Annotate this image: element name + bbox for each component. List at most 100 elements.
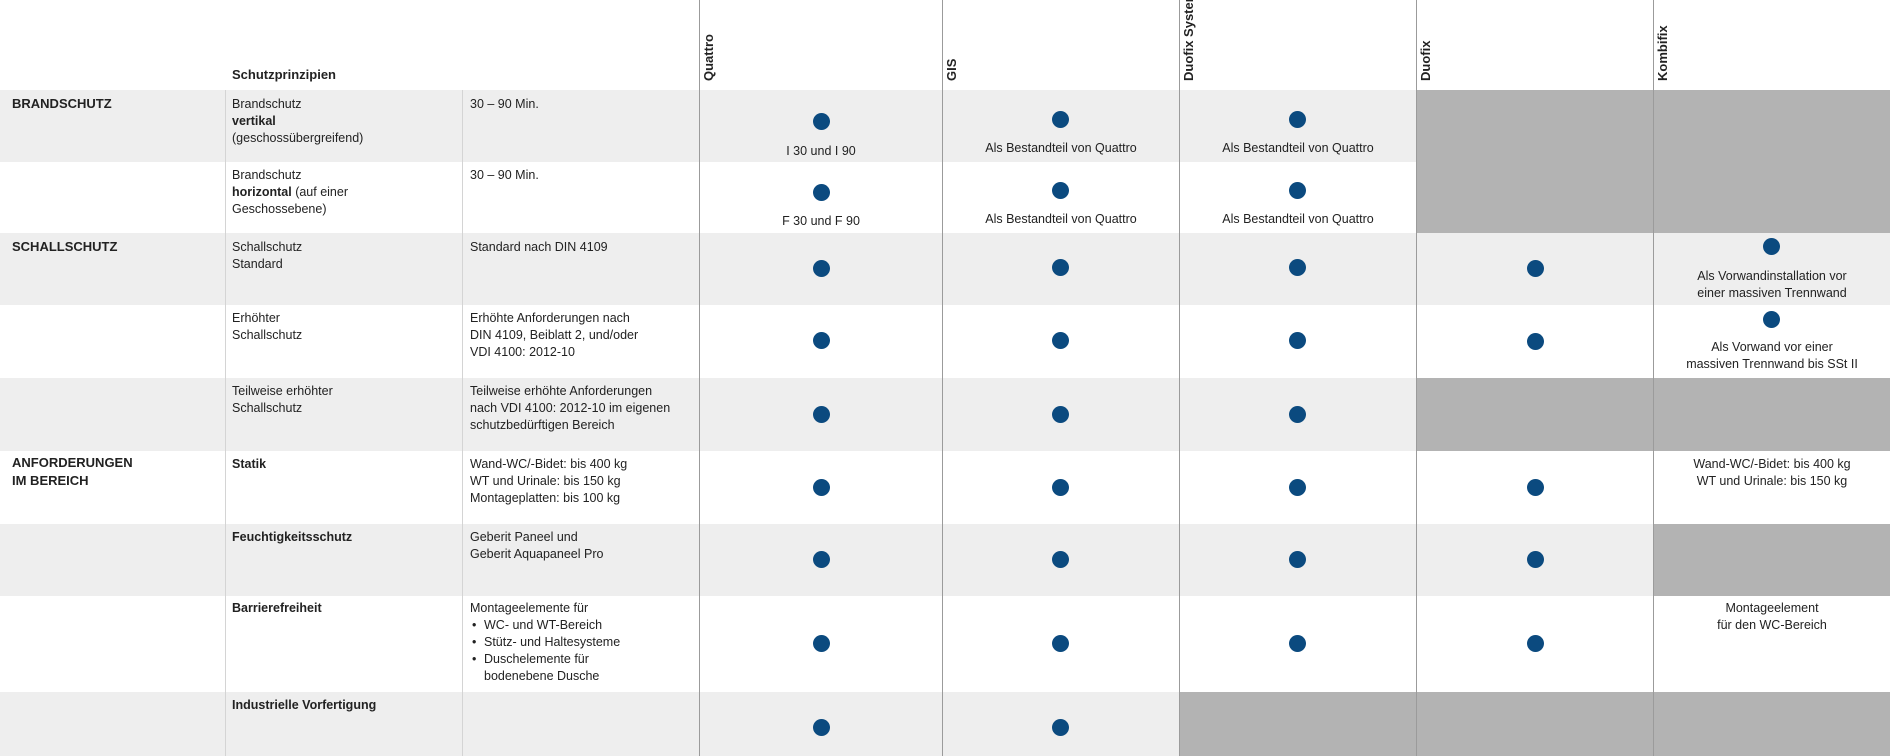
note-kombifix-r6: Wand-WC/-Bidet: bis 400 kg WT und Urinal…: [1654, 456, 1890, 490]
principle-text: Schallschutz: [232, 240, 303, 254]
na-kombifix-vorfertigung: [1654, 692, 1890, 756]
na-kombifix-brand: [1654, 90, 1890, 233]
row-band-3: [0, 233, 1890, 305]
column-header-gis: GIS: [944, 58, 959, 81]
na-kombifix-feuchtigkeit: [1654, 524, 1890, 596]
dot-quattro-r3: [813, 260, 830, 277]
principle-schall-standard: Schallschutz Standard: [232, 239, 452, 273]
section-schallschutz: SCHALLSCHUTZ: [12, 239, 118, 254]
section-anforderungen: ANFORDERUNGEN IM BEREICH: [12, 454, 133, 490]
dot-gis-r3: [1052, 259, 1069, 276]
principle-text: Brandschutz: [232, 168, 302, 182]
principle-bold: vertikal: [232, 114, 276, 128]
divider-kombifix: [1653, 0, 1654, 756]
dot-gis-r1: [1052, 111, 1069, 128]
desc-schall-teilweise: Teilweise erhöhte Anforderungen nach VDI…: [470, 383, 700, 434]
dot-quattro-r7: [813, 551, 830, 568]
note-line: Wand-WC/-Bidet: bis 400 kg: [1693, 457, 1851, 471]
column-header-duofix-system-clip: Duofix System: [1180, 0, 1210, 82]
dot-quattro-r9: [813, 719, 830, 736]
divider-duofix: [1416, 0, 1417, 756]
dot-duofixsys-r6: [1289, 479, 1306, 496]
principle-text: Schallschutz: [232, 401, 303, 415]
desc-line: WT und Urinale: bis 150 kg: [470, 474, 621, 488]
desc-line: VDI 4100: 2012-10: [470, 345, 575, 359]
dot-quattro-r2: [813, 184, 830, 201]
bullet-item: WC- und WT-Bereich: [472, 617, 700, 634]
principle-text: (geschossübergreifend): [232, 131, 364, 145]
desc-line: Montageelemente für: [470, 601, 589, 615]
principle-brand-vertikal: Brandschutz vertikal (geschossübergreife…: [232, 96, 452, 147]
column-header-duofix: Duofix: [1418, 40, 1433, 81]
note-line: einer massiven Trennwand: [1697, 286, 1847, 300]
note-kombifix-r4: Als Vorwand vor einer massiven Trennwand…: [1654, 339, 1890, 373]
note-line: Als Vorwand vor einer: [1711, 340, 1833, 354]
dot-gis-r7: [1052, 551, 1069, 568]
dot-duofix-r7: [1527, 551, 1544, 568]
desc-schall-erhoeht: Erhöhte Anforderungen nach DIN 4109, Bei…: [470, 310, 700, 361]
bullet-item: Stütz- und Haltesysteme: [472, 634, 700, 651]
note-duofixsys-r2: Als Bestandteil von Quattro: [1222, 212, 1374, 226]
na-duofixsys-vorfertigung: [1180, 692, 1416, 756]
desc-line: Wand-WC/-Bidet: bis 400 kg: [470, 457, 628, 471]
section-anforderungen-line1: ANFORDERUNGEN: [12, 455, 133, 470]
dot-gis-r6: [1052, 479, 1069, 496]
column-header-kombifix: Kombifix: [1655, 25, 1670, 81]
principle-barrierefreiheit: Barrierefreiheit: [232, 601, 322, 615]
principle-text: (auf einer: [291, 185, 348, 199]
divider-duofix-system: [1179, 0, 1180, 756]
desc-barrierefreiheit: Montageelemente für WC- und WT-Bereich S…: [470, 600, 700, 685]
principle-brand-horizontal: Brandschutz horizontal (auf einer Gescho…: [232, 167, 452, 218]
principle-text: Teilweise erhöhter: [232, 384, 333, 398]
principle-statik: Statik: [232, 457, 267, 471]
divider-gis: [942, 0, 943, 756]
desc-line: nach VDI 4100: 2012-10 im eigenen: [470, 401, 671, 415]
principle-text: Geschossebene): [232, 202, 327, 216]
desc-line: Montageplatten: bis 100 kg: [470, 491, 621, 505]
na-duofix-vorfertigung: [1417, 692, 1653, 756]
desc-line: Geberit Paneel und: [470, 530, 578, 544]
divider-quattro: [699, 0, 700, 756]
desc-brand-vertikal: 30 – 90 Min.: [470, 97, 539, 111]
dot-gis-r4: [1052, 332, 1069, 349]
na-duofix-brand: [1417, 90, 1653, 233]
dot-duofixsys-r2: [1289, 182, 1306, 199]
divider-section: [225, 90, 226, 756]
dot-duofix-r8: [1527, 635, 1544, 652]
na-kombifix-teilweise: [1654, 378, 1890, 451]
dot-gis-r8: [1052, 635, 1069, 652]
section-anforderungen-line2: IM BEREICH: [12, 473, 89, 488]
desc-schall-standard: Standard nach DIN 4109: [470, 240, 608, 254]
principle-text: Erhöhter: [232, 311, 280, 325]
desc-line: schutzbedürftigen Bereich: [470, 418, 615, 432]
section-brandschutz: BRANDSCHUTZ: [12, 96, 112, 111]
note-gis-r2: Als Bestandteil von Quattro: [985, 212, 1137, 226]
dot-gis-r9: [1052, 719, 1069, 736]
note-line: für den WC-Bereich: [1717, 618, 1827, 632]
note-duofixsys-r1: Als Bestandteil von Quattro: [1222, 141, 1374, 155]
principle-schall-erhoeht: Erhöhter Schallschutz: [232, 310, 452, 344]
principle-feuchtigkeit: Feuchtigkeitsschutz: [232, 530, 353, 544]
dot-duofix-r6: [1527, 479, 1544, 496]
principle-schall-teilweise: Teilweise erhöhter Schallschutz: [232, 383, 452, 417]
note-quattro-r2: F 30 und F 90: [782, 214, 860, 228]
dot-duofixsys-r7: [1289, 551, 1306, 568]
na-duofix-teilweise: [1417, 378, 1653, 451]
dot-gis-r2: [1052, 182, 1069, 199]
dot-duofixsys-r3: [1289, 259, 1306, 276]
bullet-list: WC- und WT-Bereich Stütz- und Haltesyste…: [470, 617, 700, 685]
dot-duofixsys-r1: [1289, 111, 1306, 128]
dot-kombifix-r4: [1763, 311, 1780, 328]
dot-duofixsys-r5: [1289, 406, 1306, 423]
column-header-quattro: Quattro: [701, 34, 716, 81]
note-gis-r1: Als Bestandteil von Quattro: [985, 141, 1137, 155]
principle-bold: horizontal: [232, 185, 292, 199]
desc-line: Teilweise erhöhte Anforderungen: [470, 384, 653, 398]
dot-duofix-r4: [1527, 333, 1544, 350]
divider-principles: [462, 90, 463, 756]
note-line: Montageelement: [1725, 601, 1819, 615]
desc-line: Geberit Aquapaneel Pro: [470, 547, 604, 561]
dot-quattro-r4: [813, 332, 830, 349]
desc-line: DIN 4109, Beiblatt 2, und/oder: [470, 328, 639, 342]
dot-kombifix-r3: [1763, 238, 1780, 255]
